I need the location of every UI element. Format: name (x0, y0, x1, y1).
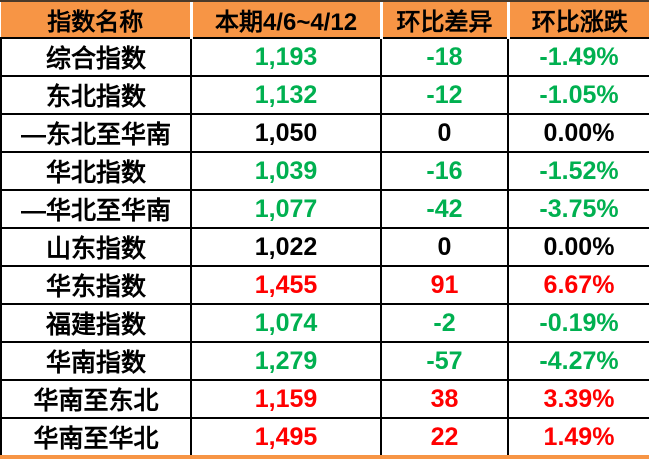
pct-change-cell: -1.49% (507, 38, 649, 77)
column-header-index-name: 指数名称 (1, 2, 191, 39)
pct-change-cell: -4.27% (507, 341, 649, 381)
table-row: 综合指数 1,193 -18 -1.49% (0, 38, 649, 77)
diff-value-cell: -16 (380, 151, 509, 191)
table-row: 华南指数 1,279 -57 -4.27% (0, 341, 649, 381)
current-value-cell: 1,193 (190, 38, 382, 77)
diff-value-cell: -57 (380, 341, 509, 381)
pct-change-cell: -1.05% (507, 75, 649, 115)
column-header-wow-change: 环比涨跌 (506, 2, 649, 39)
pct-change-cell: -3.75% (507, 189, 649, 229)
pct-change-cell: 3.39% (507, 379, 649, 419)
diff-value-cell: 22 (380, 417, 509, 455)
current-value-cell: 1,455 (190, 265, 382, 305)
table-row: —华北至华南 1,077 -42 -3.75% (0, 189, 649, 229)
index-name-cell: 华南指数 (0, 341, 192, 381)
index-name-cell: 华东指数 (0, 265, 192, 305)
diff-value-cell: -42 (380, 189, 509, 229)
diff-value-cell: 38 (380, 379, 509, 419)
column-header-wow-diff: 环比差异 (379, 2, 508, 39)
current-value-cell: 1,159 (190, 379, 382, 419)
index-name-cell: 华南至华北 (0, 417, 192, 455)
pct-change-cell: 1.49% (507, 417, 649, 455)
pct-change-cell: 6.67% (507, 265, 649, 305)
table-row: 东北指数 1,132 -12 -1.05% (0, 75, 649, 115)
diff-value-cell: -18 (380, 38, 509, 77)
pct-change-cell: -0.19% (507, 303, 649, 343)
current-value-cell: 1,077 (190, 189, 382, 229)
diff-value-cell: 0 (380, 227, 509, 267)
current-value-cell: 1,132 (190, 75, 382, 115)
table-row: 华北指数 1,039 -16 -1.52% (0, 151, 649, 191)
table-row: —东北至华南 1,050 0 0.00% (0, 113, 649, 153)
current-value-cell: 1,495 (190, 417, 382, 455)
diff-value-cell: 91 (380, 265, 509, 305)
index-name-cell: 华北指数 (0, 151, 192, 191)
index-name-cell: 山东指数 (0, 227, 192, 267)
current-value-cell: 1,050 (190, 113, 382, 153)
table-row: 华东指数 1,455 91 6.67% (0, 265, 649, 305)
current-value-cell: 1,074 (190, 303, 382, 343)
diff-value-cell: -2 (380, 303, 509, 343)
index-name-cell: 福建指数 (0, 303, 192, 343)
table-row: 山东指数 1,022 0 0.00% (0, 227, 649, 267)
index-name-cell: 综合指数 (0, 38, 192, 77)
header-row: 指数名称 本期4/6~4/12 环比差异 环比涨跌 (1, 2, 649, 39)
current-value-cell: 1,279 (190, 341, 382, 381)
index-name-cell: 华南至东北 (0, 379, 192, 419)
table-row: 福建指数 1,074 -2 -0.19% (0, 303, 649, 343)
pct-change-cell: -1.52% (507, 151, 649, 191)
pct-change-cell: 0.00% (507, 113, 649, 153)
current-value-cell: 1,022 (190, 227, 382, 267)
pct-change-cell: 0.00% (507, 227, 649, 267)
diff-value-cell: 0 (380, 113, 509, 153)
table-body: 综合指数 1,193 -18 -1.49% 东北指数 1,132 -12 -1.… (0, 38, 649, 455)
column-header-current-period: 本期4/6~4/12 (189, 2, 381, 39)
diff-value-cell: -12 (380, 75, 509, 115)
index-name-cell: —华北至华南 (0, 189, 192, 229)
current-value-cell: 1,039 (190, 151, 382, 191)
table-row: 华南至华北 1,495 22 1.49% (0, 417, 649, 455)
table-header: 指数名称 本期4/6~4/12 环比差异 环比涨跌 (1, 2, 649, 39)
table-row: 华南至东北 1,159 38 3.39% (0, 379, 649, 419)
index-name-cell: —东北至华南 (0, 113, 192, 153)
index-name-cell: 东北指数 (0, 75, 192, 115)
